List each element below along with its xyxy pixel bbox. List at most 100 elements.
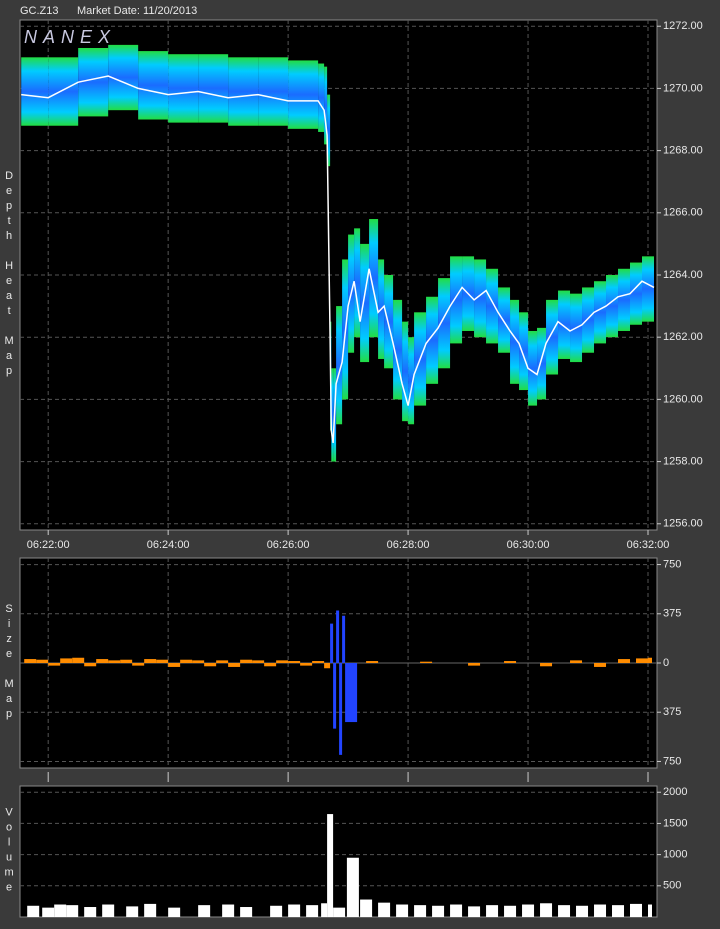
y-tick-label: 1272.00: [663, 20, 703, 32]
bar: [126, 906, 139, 917]
heat-block: [498, 287, 511, 353]
bar: [636, 658, 649, 663]
bar: [594, 663, 607, 667]
y-tick-label: 375: [663, 706, 681, 718]
x-tick-label: 06:24:00: [147, 539, 190, 551]
bar: [144, 903, 157, 917]
price-line: [21, 75, 655, 444]
y-tick-label: 1000: [663, 849, 687, 861]
heat-block: [486, 268, 499, 344]
bar: [168, 907, 181, 917]
bar: [288, 904, 301, 917]
bar: [276, 660, 289, 663]
panel-label: Size Map: [3, 603, 15, 723]
y-tick-label: 0: [663, 657, 669, 669]
bar: [504, 661, 517, 663]
bar: [306, 905, 319, 917]
bar: [648, 657, 653, 663]
bar: [333, 663, 337, 729]
heat-block: [642, 256, 655, 322]
heat-block: [393, 299, 403, 400]
bar: [333, 907, 346, 917]
bar: [264, 663, 277, 667]
bar: [120, 659, 133, 663]
heat-block: [48, 57, 79, 126]
bar: [168, 663, 181, 667]
heat-block: [258, 57, 289, 126]
bar: [396, 904, 409, 917]
market-date: Market Date: 11/20/2013: [77, 5, 197, 17]
bar: [84, 907, 97, 917]
y-tick-label: 1270.00: [663, 82, 703, 94]
bar: [156, 659, 169, 663]
heat-block: [519, 312, 529, 391]
bar: [144, 659, 157, 663]
bar: [339, 663, 343, 755]
x-tick-label: 06:26:00: [267, 539, 310, 551]
heat-block: [546, 299, 559, 375]
bar: [432, 905, 445, 917]
y-tick-label: 750: [663, 558, 681, 570]
bar: [468, 906, 481, 917]
bar: [486, 905, 499, 917]
bar: [330, 623, 334, 663]
bar: [24, 659, 37, 663]
heat-block: [474, 259, 487, 338]
heat-block: [537, 327, 547, 400]
bar: [414, 905, 427, 917]
y-tick-label: 1264.00: [663, 269, 703, 281]
heat-block: [327, 94, 331, 167]
bar: [324, 663, 331, 669]
heat-block: [558, 290, 571, 359]
y-tick-label: 1268.00: [663, 145, 703, 157]
heat-block: [630, 262, 643, 325]
heat-block: [528, 330, 538, 406]
heat-block: [402, 321, 409, 422]
bar: [300, 663, 313, 666]
y-tick-label: 1260.00: [663, 393, 703, 405]
heat-block: [369, 219, 379, 338]
y-tick-label: 1266.00: [663, 207, 703, 219]
panel-label: Depth Heat Map: [3, 170, 15, 380]
heat-block: [426, 296, 439, 384]
heat-block: [606, 275, 619, 338]
bar: [618, 659, 631, 663]
bar: [342, 615, 346, 663]
panel-label: Volume: [3, 807, 15, 897]
bar: [84, 663, 97, 667]
bar: [42, 907, 55, 917]
heat-block: [510, 299, 520, 384]
bar: [336, 610, 340, 663]
bar: [54, 904, 67, 917]
bar: [288, 661, 301, 663]
bar: [420, 661, 433, 663]
heat-block: [324, 66, 328, 145]
heat-block: [438, 278, 451, 369]
heat-block: [318, 63, 325, 132]
bar: [252, 660, 265, 663]
bar: [346, 857, 359, 917]
x-tick-label: 06:30:00: [507, 539, 550, 551]
heat-block: [21, 57, 49, 126]
x-tick-label: 06:28:00: [387, 539, 430, 551]
bar: [228, 663, 241, 667]
panel: [19, 785, 658, 918]
bar: [450, 904, 463, 917]
bar: [96, 659, 109, 663]
bar: [540, 663, 553, 667]
heat-block: [198, 54, 229, 123]
bar: [72, 657, 85, 663]
bar: [468, 663, 481, 666]
heat-block: [336, 306, 343, 425]
bar: [360, 899, 373, 917]
bar: [504, 905, 517, 917]
heat-block: [582, 287, 595, 353]
bar: [198, 905, 211, 917]
bar: [345, 663, 358, 723]
y-tick-label: 1256.00: [663, 518, 703, 530]
bar: [522, 904, 535, 917]
bar: [240, 907, 253, 917]
y-tick-label: 500: [663, 880, 681, 892]
heat-block: [331, 368, 334, 462]
